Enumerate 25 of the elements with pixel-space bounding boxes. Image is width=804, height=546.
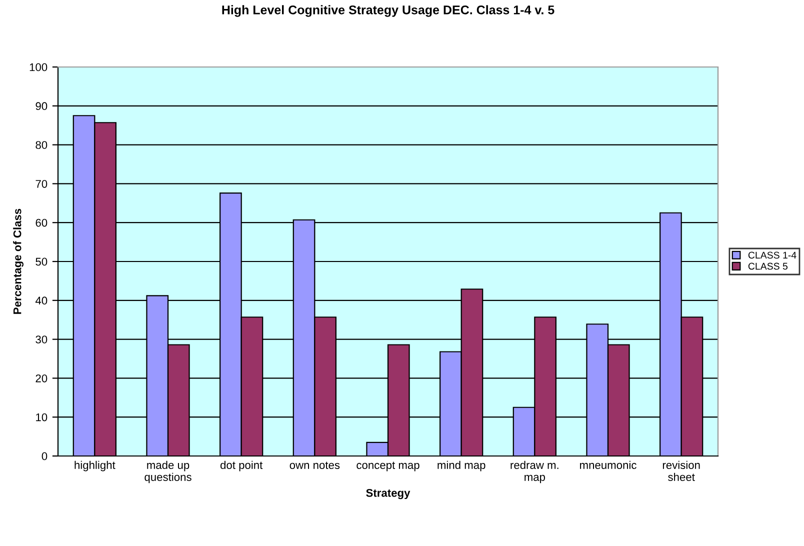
y-tick-label: 90 bbox=[36, 102, 48, 110]
y-tick-label: 40 bbox=[35, 296, 48, 305]
y-tick-label: 30 bbox=[36, 336, 48, 344]
x-tick-label: redraw m. map bbox=[510, 460, 558, 484]
y-tick-label: 0 bbox=[42, 452, 48, 460]
x-tick-label: mind map bbox=[438, 460, 486, 472]
y-tick-label: 20 bbox=[36, 374, 48, 382]
x-tick-label: own notes bbox=[290, 462, 340, 470]
y-tick-label: 50 bbox=[36, 258, 48, 266]
x-axis-title: Strategy bbox=[366, 488, 410, 500]
x-tick-label: dot point bbox=[220, 460, 263, 472]
x-tick-label: revision sheet bbox=[662, 460, 700, 481]
y-tick-label: 60 bbox=[36, 218, 48, 227]
y-tick-label: 10 bbox=[36, 413, 48, 422]
y-tick-label: 80 bbox=[36, 141, 48, 149]
y-tick-label: 70 bbox=[36, 180, 48, 188]
x-tick-label: highlight bbox=[74, 460, 116, 472]
legend-label: CLASS 5 bbox=[748, 262, 788, 270]
x-tick-label: made up questions bbox=[144, 460, 192, 484]
y-axis-title: Percentage of Class bbox=[13, 208, 24, 314]
chart-title: High Level Cognitive Strategy Usage DEC. Class 1-4 v. 5 bbox=[222, 5, 554, 17]
y-tick-label: 100 bbox=[30, 63, 48, 72]
legend-label: CLASS 1-4 bbox=[748, 252, 796, 259]
x-tick-label: concept map bbox=[356, 462, 420, 472]
x-tick-label: mneumonic bbox=[580, 460, 636, 470]
